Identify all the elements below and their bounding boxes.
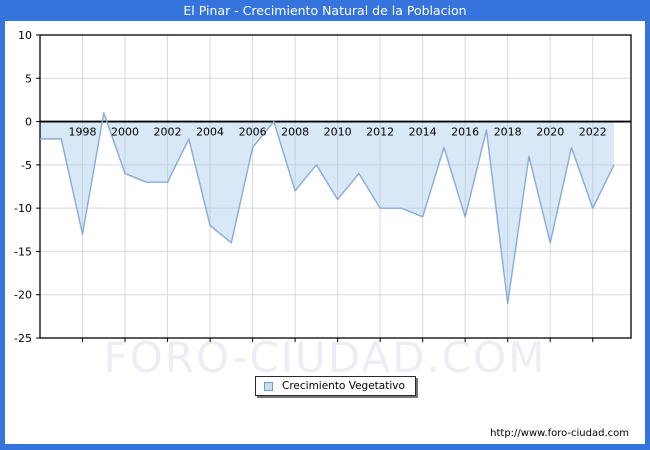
x-tick-label: 2022 [579, 126, 607, 139]
area-fill [40, 112, 614, 304]
y-tick-label: -25 [14, 332, 32, 345]
data-line [40, 112, 615, 305]
x-tick-label: 2020 [536, 126, 564, 139]
x-tick-label: 2018 [494, 126, 522, 139]
title-bar: El Pinar - Crecimiento Natural de la Pob… [0, 0, 650, 21]
chart-title: El Pinar - Crecimiento Natural de la Pob… [183, 3, 467, 18]
y-tick-label: 5 [25, 72, 32, 85]
x-tick-label: 2006 [239, 126, 267, 139]
x-tick-label: 2010 [324, 126, 352, 139]
chart-svg: 10 5 0 -5 -10 -15 -20 -25 1998 2000 2002 2004 2006 20… [14, 29, 632, 345]
plot-border [39, 34, 632, 339]
x-tick-label: 2002 [154, 126, 182, 139]
watermark: FORO-CIUDAD.COM [103, 333, 547, 382]
footer-url: http://www.foro-ciudad.com [490, 428, 629, 439]
x-tick-label: 2004 [196, 126, 224, 139]
x-tick-label: 2016 [451, 126, 479, 139]
legend-swatch-icon [264, 381, 273, 391]
y-tick-label: -15 [14, 245, 32, 258]
x-tick-label: 1998 [69, 126, 97, 139]
x-tick-label: 2012 [366, 126, 394, 139]
y-tick-label: 0 [25, 116, 32, 129]
x-tick-label: 2014 [409, 126, 437, 139]
y-tick-label: -20 [14, 289, 32, 302]
y-tick-label: -10 [14, 202, 32, 215]
x-tick-label: 2000 [111, 126, 139, 139]
y-tick-label: -5 [21, 159, 32, 172]
x-tick-label: 2008 [281, 126, 309, 139]
legend: Crecimiento Vegetativo [255, 376, 416, 396]
legend-label: Crecimiento Vegetativo [282, 380, 405, 392]
y-tick-label: 10 [18, 29, 32, 42]
chart-content: FORO-CIUDAD.COM 10 5 0 -5 -10 -15 -20 -25 1998 20… [5, 21, 645, 444]
